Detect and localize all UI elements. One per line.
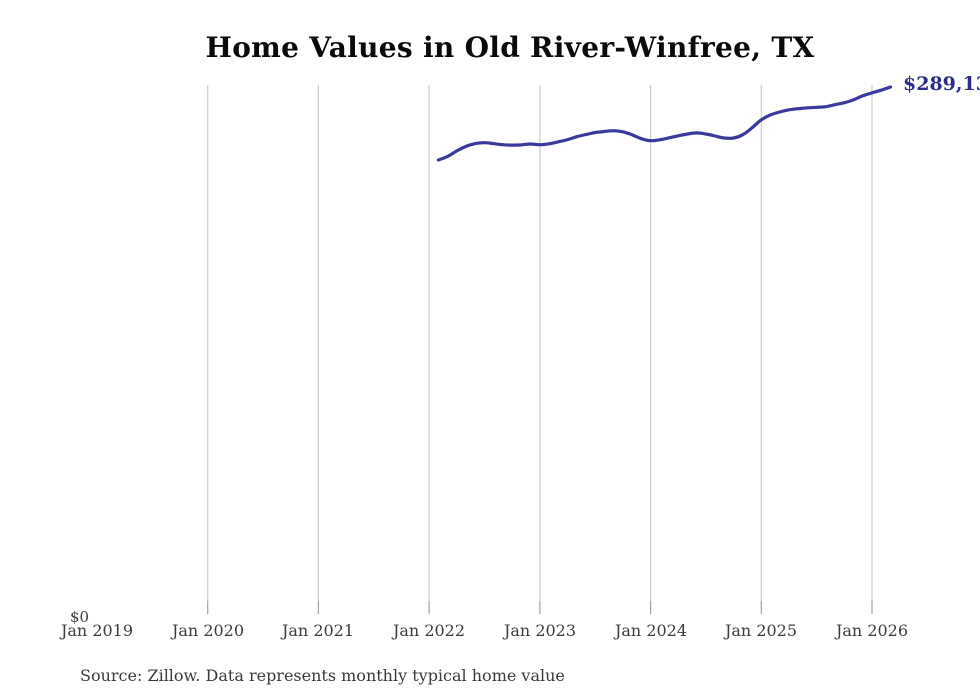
x-tick-label-2024: Jan 2024	[614, 621, 688, 640]
x-tick-label-2022: Jan 2022	[392, 621, 466, 640]
chart-title: Home Values in Old River-Winfree, TX	[205, 31, 815, 64]
home-value-line-group	[436, 85, 893, 162]
latest-value-label: $289,137	[903, 73, 980, 95]
x-tick-label-2023: Jan 2023	[503, 621, 577, 640]
gridlines	[207, 85, 873, 601]
y-axis-zero-label: $0	[70, 608, 90, 626]
x-tick-label-2019: Jan 2019	[60, 621, 134, 640]
x-tick-label-2026: Jan 2026	[835, 621, 909, 640]
x-tick-label-2020: Jan 2020	[171, 621, 245, 640]
x-tick-label-2021: Jan 2021	[281, 621, 355, 640]
home-value-line	[436, 85, 893, 162]
x-tick-label-2025: Jan 2025	[724, 621, 798, 640]
source-note: Source: Zillow. Data represents monthly …	[80, 666, 565, 685]
axis-ticks	[207, 601, 873, 614]
